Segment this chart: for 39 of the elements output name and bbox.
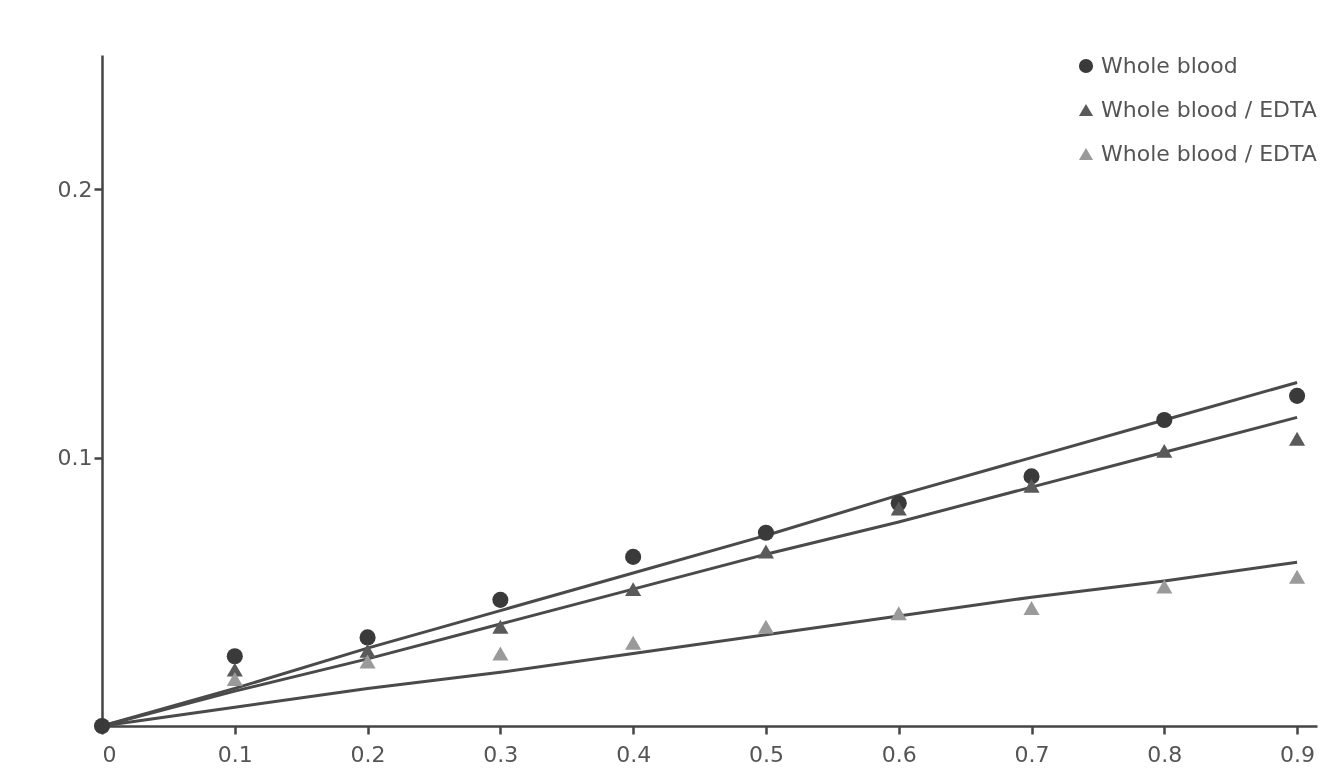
point xyxy=(1289,387,1306,404)
x-tick-label: 0.6 xyxy=(881,741,917,767)
legend-label: Whole blood xyxy=(1101,53,1238,78)
legend-label: Whole blood / EDTA xyxy=(1101,97,1317,122)
legend-label: Whole blood / EDTA xyxy=(1101,141,1317,166)
point xyxy=(1023,478,1040,493)
x-tick-label: 0.7 xyxy=(1014,741,1050,767)
point xyxy=(625,635,642,650)
point xyxy=(1156,579,1173,594)
point xyxy=(757,544,774,559)
point xyxy=(625,582,642,597)
x-tick-label: 0.8 xyxy=(1147,741,1183,767)
x-tick-label: 0.2 xyxy=(350,741,386,767)
point xyxy=(226,648,243,665)
point xyxy=(492,591,509,608)
point xyxy=(492,619,509,634)
point xyxy=(1156,411,1173,429)
point xyxy=(93,717,111,735)
point xyxy=(359,654,376,669)
point xyxy=(1289,569,1306,584)
x-tick-label: 0.1 xyxy=(217,741,253,767)
x-tick-label: 0.3 xyxy=(483,741,519,767)
x-tick-label: 0.9 xyxy=(1280,741,1316,767)
point xyxy=(1289,431,1306,446)
point xyxy=(226,672,243,687)
point xyxy=(359,643,376,658)
point xyxy=(890,606,907,621)
x-tick-label: 0 xyxy=(102,741,117,767)
point xyxy=(890,501,907,516)
x-tick-label: 0.5 xyxy=(748,741,784,767)
point xyxy=(1023,600,1040,615)
point xyxy=(757,524,774,541)
point xyxy=(757,619,774,634)
point xyxy=(625,548,642,565)
point xyxy=(492,646,509,661)
point xyxy=(359,629,376,646)
point xyxy=(1156,443,1173,458)
point xyxy=(1023,468,1040,485)
x-tick-label: 0.4 xyxy=(616,741,652,767)
